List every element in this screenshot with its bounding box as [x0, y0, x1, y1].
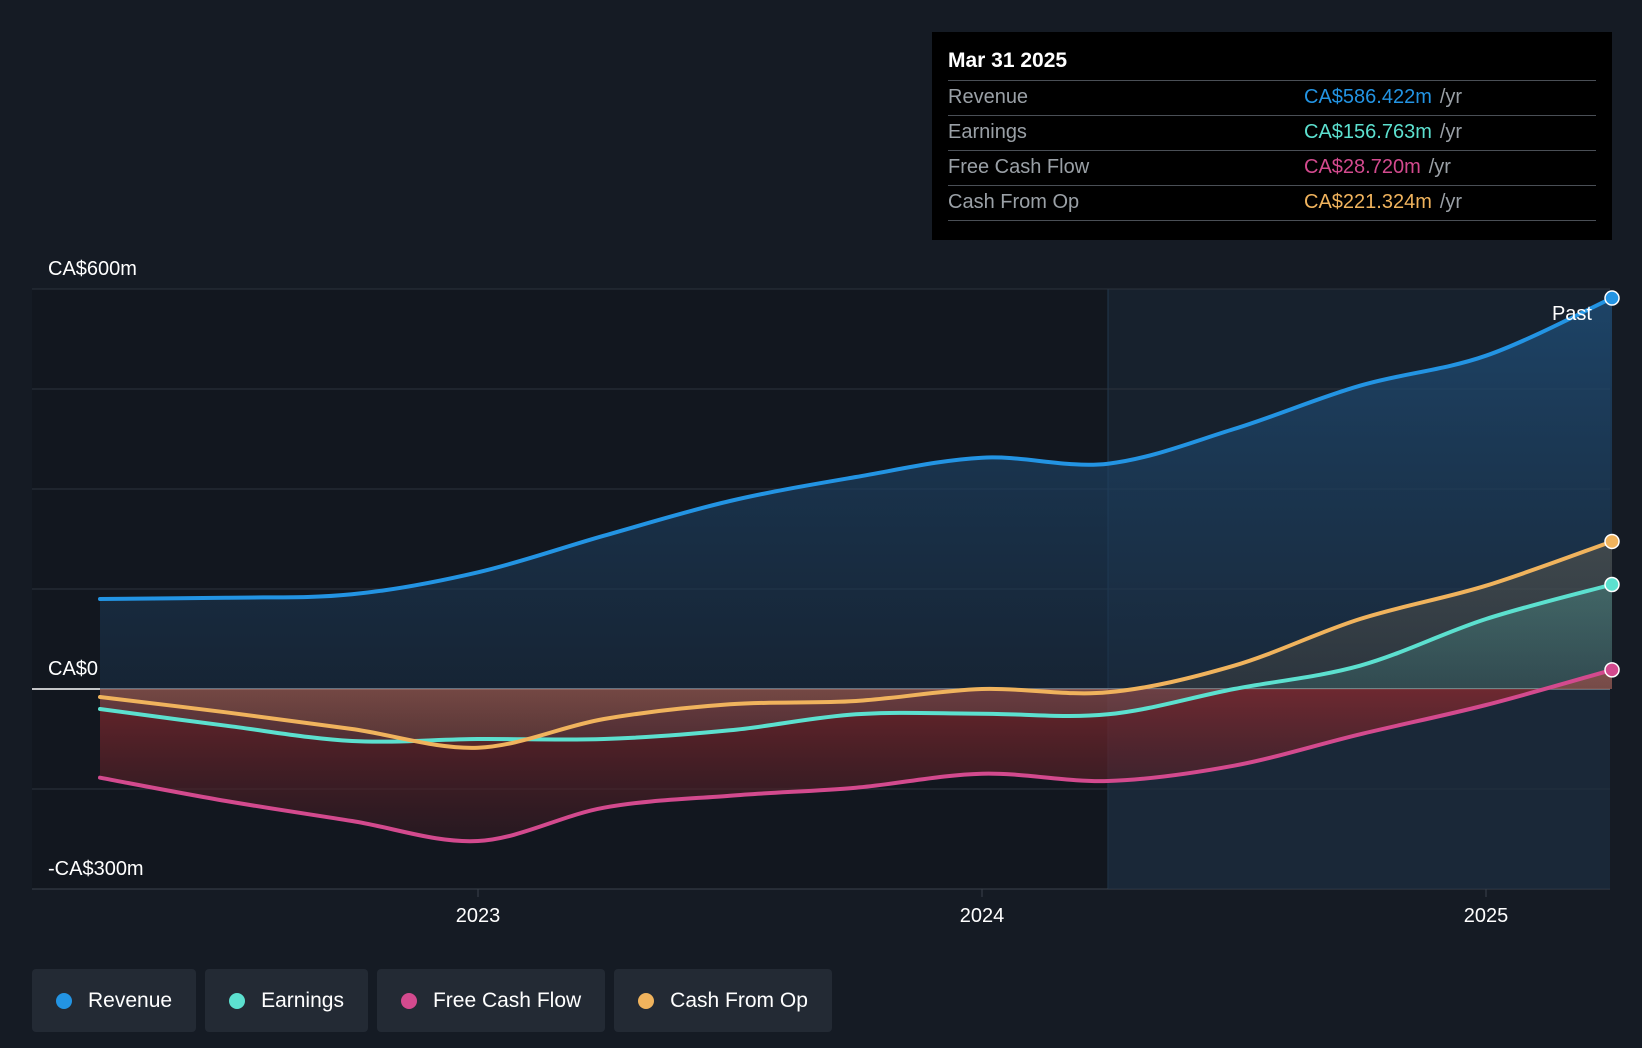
tooltip-unit: /yr: [1439, 191, 1463, 213]
cash-from-op-line: [98, 539, 1614, 750]
earnings-endpoint: [1604, 576, 1620, 593]
cash-from-op-dot-icon: [638, 992, 655, 1009]
tooltip-unit: /yr: [1439, 121, 1463, 143]
legend-item-cash-from-op[interactable]: Cash From Op: [614, 969, 832, 1032]
revenue-line: [98, 296, 1614, 601]
earnings-dot-icon: [229, 992, 246, 1009]
legend-item-free-cash-flow[interactable]: Free Cash Flow: [376, 969, 606, 1032]
x-tick-label: 2025: [1464, 905, 1509, 927]
tooltip-label: Revenue: [948, 86, 1029, 108]
tooltip-value: CA$221.324m: [1304, 191, 1432, 213]
x-tick-label: 2023: [456, 905, 501, 927]
earnings-line: [98, 582, 1614, 744]
legend-label: Earnings: [261, 988, 344, 1012]
revenue-dot-icon: [56, 992, 72, 1009]
tooltip-date: Mar 31 2025: [948, 46, 1596, 81]
legend-item-earnings[interactable]: Earnings: [205, 969, 368, 1032]
revenue-endpoint: [1604, 290, 1620, 306]
tooltip-value: CA$586.422m: [1304, 86, 1432, 108]
tooltip-value: CA$28.720m: [1304, 156, 1421, 178]
tooltip-panel: Mar 31 2025 Revenue CA$586.422m /yr Earn…: [932, 32, 1612, 240]
tooltip-row-cash-from-op: Cash From Op CA$221.324m /yr: [948, 186, 1596, 221]
tooltip-label: Cash From Op: [948, 191, 1080, 213]
tooltip-label: Free Cash Flow: [948, 156, 1090, 178]
earnings-area: [100, 584, 1612, 742]
y-tick-label: -CA$300m: [48, 858, 144, 880]
revenue-area: [100, 298, 1612, 689]
tooltip-unit: /yr: [1428, 156, 1451, 178]
legend-label: Cash From Op: [670, 988, 808, 1012]
legend-item-revenue[interactable]: Revenue: [32, 969, 197, 1032]
legend: Revenue Earnings Free Cash Flow Cash Fro…: [32, 969, 841, 1032]
tooltip-unit: /yr: [1439, 86, 1463, 108]
tooltip-row-free-cash-flow: Free Cash Flow CA$28.720m /yr: [948, 151, 1596, 186]
tooltip-value: CA$156.763m: [1304, 121, 1432, 143]
free-cash-flow-endpoint: [1604, 662, 1620, 678]
tooltip-label: Earnings: [948, 121, 1027, 143]
cash-from-op-endpoint: [1604, 533, 1620, 550]
free-cash-flow-dot-icon: [400, 992, 417, 1009]
y-tick-label: CA$0: [48, 658, 98, 680]
past-label: Past: [1552, 303, 1592, 325]
free-cash-flow-line: [98, 667, 1614, 844]
tooltip-row-earnings: Earnings CA$156.763m /yr: [948, 116, 1596, 151]
y-tick-label: CA$600m: [48, 258, 137, 280]
legend-label: Free Cash Flow: [432, 988, 582, 1012]
legend-label: Revenue: [88, 988, 173, 1012]
x-tick-label: 2024: [960, 905, 1005, 927]
tooltip-row-revenue: Revenue CA$586.422m /yr: [948, 81, 1596, 116]
